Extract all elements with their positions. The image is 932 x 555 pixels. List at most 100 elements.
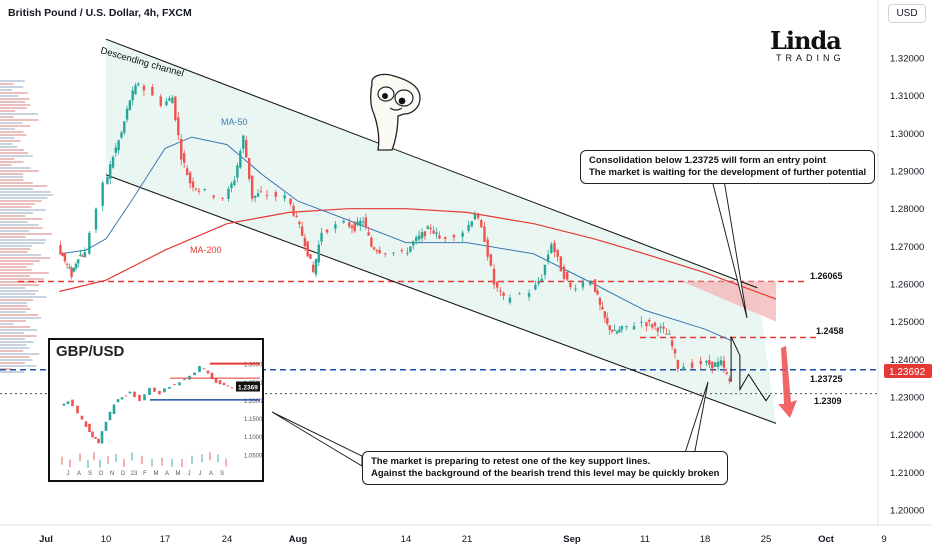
candle-body [670,340,674,347]
volume-profile-bar [0,131,24,133]
inset-candle [222,382,226,386]
candle-body [120,132,123,138]
inset-candle [116,399,120,403]
volume-profile-bar [0,230,29,232]
inset-candle [173,384,176,386]
inset-volume-bar [217,454,219,463]
candle-body [245,140,248,158]
inset-y-tick: 1.0500 [244,453,262,459]
volume-profile-bar [0,98,30,100]
x-tick-label: 9 [881,534,886,545]
callout-top-line-1: Consolidation below 1.23725 will form an… [589,155,827,166]
candle-body [137,83,140,86]
candle-body [690,362,694,368]
volume-profile-bar [0,308,31,310]
candle-body [648,320,651,322]
inset-candle [230,387,234,389]
volume-profile-bar [0,254,42,256]
candle-body [367,232,370,236]
callout-bottom-line-1: The market is preparing to retest one of… [371,456,651,467]
candle-body [256,193,260,197]
candle-body [420,232,424,239]
volume-profile-bar [0,185,48,187]
volume-profile-bar [0,338,25,340]
candle-body [325,229,329,233]
volume-profile-bar [0,269,32,271]
candle-body [452,235,456,238]
inset-candle [88,423,91,433]
inset-volume-bar [225,458,227,467]
candle-body [68,267,71,269]
volume-profile-bar [0,92,28,94]
candle-body [83,252,87,258]
candle-body [527,293,531,297]
level-label-2458: 1.2458 [816,326,844,336]
candle-body [508,297,512,303]
candle-body [620,325,624,330]
volume-profile-bar [0,155,33,157]
candle-body [489,254,493,266]
volume-profile-bar [0,245,32,247]
volume-profile-bar [0,305,28,307]
candle-body [486,239,489,257]
inset-candle [153,387,156,392]
candle-body [106,176,109,184]
candle-body [417,235,421,240]
candle-body [650,324,654,328]
inset-x-tick: N [110,471,114,477]
inset-volume-bar [141,455,143,464]
projection-path [730,336,767,402]
candle-body [203,189,207,191]
volume-profile-bar [0,206,32,208]
volume-profile-bar [0,323,14,325]
candle-body [350,225,354,229]
x-tick-label: 10 [101,534,112,545]
volume-profile-bar [0,341,34,343]
x-tick-label: Jul [39,534,53,545]
candle-body [596,290,599,295]
candle-body [221,197,224,199]
candle-body [553,242,556,253]
volume-profile-bar [0,278,44,280]
candle-body [518,293,521,295]
volume-profile-bar [0,344,27,346]
inset-candle [104,421,108,431]
candle-body [543,264,547,275]
candle-body [426,226,429,229]
candle-body [314,259,318,275]
candle-body [676,360,680,369]
volume-profile-bar [0,365,37,367]
volume-profile-bar [0,194,53,196]
inset-volume-bar [61,456,63,465]
candle-body [608,325,611,331]
volume-profile-bar [0,272,49,274]
volume-profile-bar [0,371,24,373]
volume-profile-bar [0,239,47,241]
candle-body [303,237,307,247]
inset-x-tick: J [199,471,202,477]
volume-profile-bar [0,167,31,169]
inset-volume-bar [151,458,153,467]
candle-body [109,164,112,179]
volume-profile [0,80,53,373]
candle-body [603,311,607,318]
inset-title: GBP/USD [56,343,125,360]
volume-profile-bar [0,83,14,85]
candle-body [496,281,499,288]
volume-profile-bar [0,86,24,88]
volume-profile-bar [0,140,21,142]
candle-body [88,232,91,254]
candle-body [295,216,298,218]
inset-candle [202,368,206,370]
candle-body [556,249,559,257]
candle-body [432,230,435,234]
volume-profile-bar [0,311,26,313]
y-tick-label: 1.31000 [890,91,924,102]
logo-bottom-text: TRADING [776,53,845,63]
inset-candle [163,388,166,393]
currency-button[interactable]: USD [888,4,926,23]
volume-profile-bar [0,161,24,163]
candle-body [423,231,427,237]
candle-body [708,360,711,365]
